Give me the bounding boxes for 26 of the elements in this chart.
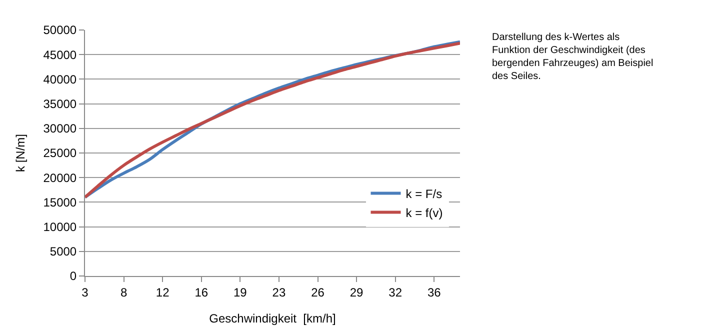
x-tick-label: 29 bbox=[350, 285, 364, 300]
text: Darstellung des k-Wertes als Funktion der Geschwindigkeit (des bergenden Fahrzeuges) am Beispiel des Seiles. bbox=[492, 32, 654, 82]
y-tick-label: 40000 bbox=[43, 72, 77, 86]
y-tick-label: 45000 bbox=[43, 48, 77, 62]
x-tick-label: 32 bbox=[388, 285, 402, 300]
y-tick-label: 10000 bbox=[43, 220, 77, 234]
x-tick-label: 16 bbox=[194, 285, 208, 300]
y-tick-label: 5000 bbox=[50, 244, 77, 259]
y-tick-label: 30000 bbox=[43, 122, 77, 136]
y-tick-label: 20000 bbox=[43, 170, 77, 185]
x-axis-title: Geschwindigkeit [km/h] bbox=[209, 311, 336, 326]
y-tick-label: 50000 bbox=[43, 23, 77, 38]
legend-label: k = f(v) bbox=[406, 206, 443, 220]
x-tick-label: 3 bbox=[82, 285, 89, 300]
x-tick-label: 8 bbox=[120, 285, 128, 300]
y-tick-label: 25000 bbox=[43, 146, 77, 160]
y-tick-label: 0 bbox=[70, 269, 77, 284]
x-tick-label: 23 bbox=[272, 285, 286, 300]
x-tick-label: 26 bbox=[311, 285, 325, 300]
x-tick-label: 12 bbox=[156, 285, 170, 300]
legend-label: k = F/s bbox=[406, 186, 442, 201]
y-tick-label: 15000 bbox=[43, 195, 77, 210]
x-tick-label: 36 bbox=[427, 285, 442, 300]
y-axis-title: k [N/m] bbox=[14, 134, 28, 172]
x-tick-label: 19 bbox=[233, 285, 248, 300]
y-tick-label: 35000 bbox=[43, 97, 77, 111]
